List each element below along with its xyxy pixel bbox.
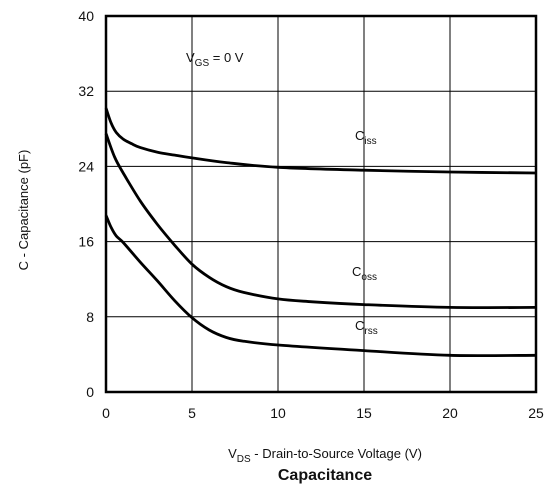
grid-lines [106, 16, 536, 392]
x-tick-label: 10 [270, 405, 286, 421]
y-tick-label: 32 [78, 83, 94, 99]
y-tick-label: 8 [86, 309, 94, 325]
x-tick-label: 15 [356, 405, 372, 421]
y-axis-label: C - Capacitance (pF) [16, 150, 31, 271]
series-label-coss: Coss [352, 264, 377, 283]
x-tick-label: 0 [102, 405, 110, 421]
series-labels: Ciss Coss Crss [352, 128, 378, 337]
x-axis-label-prefix: V [228, 446, 237, 461]
x-tick-label: 5 [188, 405, 196, 421]
vgs-annotation: VGS = 0 V [186, 50, 244, 69]
x-tick-label: 25 [528, 405, 544, 421]
x-axis-label: VDS - Drain-to-Source Voltage (V) [228, 446, 422, 465]
series-line-crss [104, 214, 537, 358]
series-curves [104, 107, 537, 358]
vgs-annotation-prefix: V [186, 50, 195, 65]
y-tick-label: 40 [78, 8, 94, 24]
series-label-ciss: Ciss [355, 128, 377, 147]
plot-frame [104, 14, 538, 394]
y-tick-label: 16 [78, 234, 94, 250]
x-axis-label-rest: - Drain-to-Source Voltage (V) [251, 446, 422, 461]
chart-title: Capacitance [278, 467, 372, 484]
y-tick-label: 0 [86, 384, 94, 400]
x-axis-label-sub: DS [237, 454, 251, 465]
vgs-annotation-sub: GS [195, 58, 210, 69]
tick-labels: 0 5 10 15 20 25 0 8 16 24 32 40 [78, 8, 544, 421]
y-tick-label: 24 [78, 158, 94, 174]
series-line-ciss [104, 107, 537, 175]
series-line-coss [104, 133, 537, 310]
series-label-crss: Crss [355, 318, 378, 337]
x-tick-label: 20 [442, 405, 458, 421]
vgs-annotation-rest: = 0 V [209, 50, 244, 65]
